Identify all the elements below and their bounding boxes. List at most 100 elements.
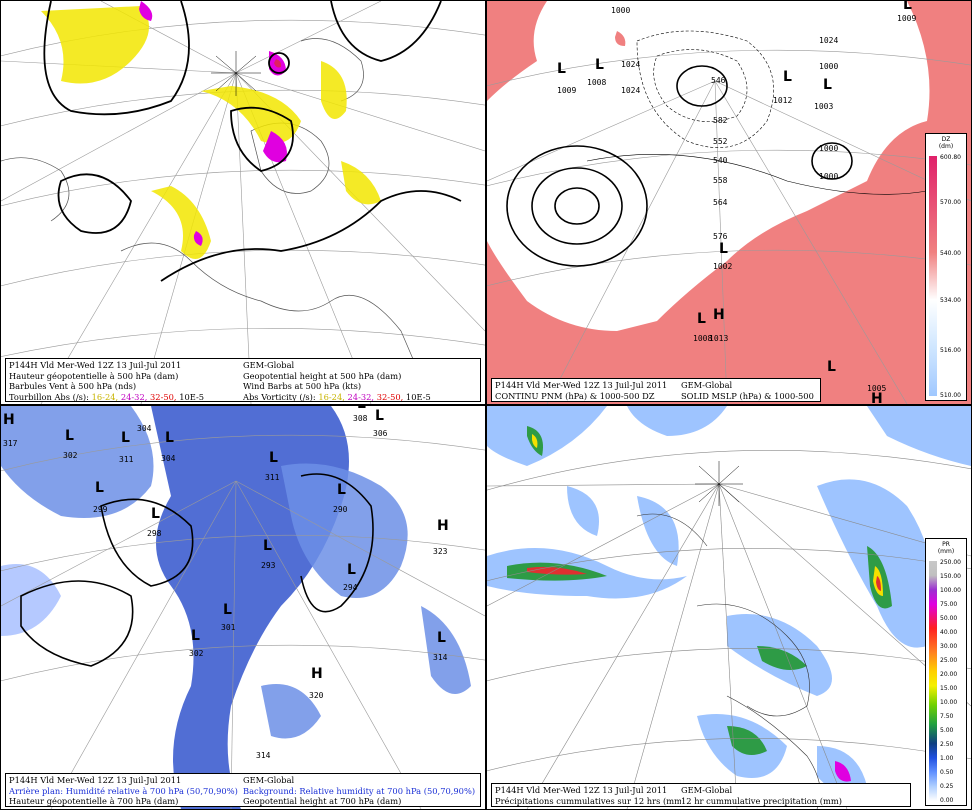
vorticity-range-red-en: 32-50, [376,391,404,402]
svg-text:558: 558 [713,176,728,185]
legend-unit: (mm) [937,548,955,555]
svg-text:323: 323 [433,547,448,556]
svg-text:L: L [595,57,604,73]
svg-text:L: L [375,408,384,424]
caption-700hpa: P144H Vld Mer-Wed 12Z 13 Juil-Jul 2011 G… [5,773,481,807]
svg-text:314: 314 [433,653,448,662]
map-mslp: 1000 1009 1008 1024 1024 546 1012 1003 1… [487,1,971,404]
svg-text:L: L [151,506,160,522]
pole-marker [695,461,743,506]
svg-text:1009: 1009 [897,14,916,23]
svg-text:304: 304 [161,454,176,463]
legend-tick: 510.00 [940,392,961,399]
svg-text:302: 302 [189,649,204,658]
svg-text:1000: 1000 [819,62,838,71]
svg-text:302: 302 [63,451,78,460]
svg-text:540: 540 [713,156,728,165]
caption-line3-fr: Hauteur géopotentielle à 700 hPa (dam) [9,796,179,806]
caption-line3-fr: Barbules Vent à 500 hPa (nds) [9,381,137,391]
legend-tick: 600.80 [940,154,961,161]
precip-shading [487,406,971,792]
caption-line1-en: GEM-Global [243,775,295,785]
legend-tick: 516.00 [940,347,961,354]
caption-line2-en: Background: Relative humidity at 700 hPa… [243,785,476,796]
svg-text:L: L [347,562,356,578]
legend-colorbar [929,561,937,801]
panel-700hpa-humidity: 317 302 311 304 304 308 306 299 298 311 … [0,405,486,810]
height-contours [20,473,374,667]
svg-text:1000: 1000 [819,172,838,181]
thickness-contours [586,30,928,195]
thickness-legend: DZ (dm) 600.80 570.00 540.00 534.00 516.… [925,133,967,401]
caption-line4-en: Abs Vorticity (/s): 16-24, 24-32, 32-50,… [243,392,477,403]
mslp-value-labels: 1000 1009 1008 1024 1024 546 1012 1003 1… [557,6,916,393]
legend-tick: 570.00 [940,199,961,206]
vorticity-label-en: Abs Vorticity (/s): [243,391,316,402]
svg-text:L: L [437,630,446,646]
svg-text:H: H [311,666,323,682]
legend-tick: 0.00 [940,797,954,804]
caption-line1-en: GEM-Global [243,360,295,370]
lat-lon-grid [1,434,485,809]
legend-tick: 50.00 [940,615,958,622]
svg-text:1008: 1008 [693,334,712,343]
svg-text:306: 306 [373,429,388,438]
caption-line2-en: SOLID MSLP (hPa) & 1000-500 DZ [681,390,817,401]
svg-text:290: 290 [333,505,348,514]
height-value-labels: 317 302 311 304 304 308 306 299 298 311 … [3,414,448,760]
svg-text:301: 301 [221,623,236,632]
svg-text:L: L [823,77,832,93]
svg-text:1009: 1009 [557,86,576,95]
svg-text:1000: 1000 [819,144,838,153]
svg-text:1008: 1008 [587,78,606,87]
legend-title: DZ [941,136,951,143]
svg-text:L: L [557,61,566,77]
caption-mslp: P144H Vld Mer-Wed 12Z 13 Juil-Jul 2011 G… [491,378,821,402]
thickness-shading [487,1,971,404]
pressure-centers: H L L L L L L L L H L L L L L H L [3,406,449,682]
svg-text:294: 294 [343,583,358,592]
svg-text:546: 546 [711,76,726,85]
svg-text:311: 311 [265,473,280,482]
vorticity-shading [41,1,381,259]
legend-tick: 25.00 [940,657,958,664]
legend-tick: 20.00 [940,671,958,678]
svg-text:576: 576 [713,232,728,241]
vorticity-units-fr: 10E-5 [179,391,205,402]
svg-text:320: 320 [309,691,324,700]
svg-text:317: 317 [3,439,18,448]
caption-line4-fr: Tourbillon Abs (/s): 16-24, 24-32, 32-50… [9,392,243,403]
caption-line3-en: Geopotential height at 700 hPa (dam) [243,796,402,806]
legend-tick: 5.00 [940,727,954,734]
svg-text:314: 314 [256,751,271,760]
legend-tick: 534.00 [940,297,961,304]
caption-precipitation: P144H Vld Mer-Wed 12Z 13 Juil-Jul 2011 G… [491,783,911,807]
svg-text:1024: 1024 [621,60,640,69]
vorticity-range-red-fr: 32-50, [150,391,177,402]
caption-500hpa: P144H Vld Mer-Wed 12Z 13 Juil-Jul 2011 G… [5,358,481,402]
svg-text:L: L [903,1,912,13]
svg-text:1002: 1002 [713,262,732,271]
legend-tick: 250.00 [940,559,961,566]
vorticity-range-magenta-fr: 24-32, [120,391,148,402]
svg-text:298: 298 [147,529,162,538]
svg-text:1024: 1024 [621,86,640,95]
map-500hpa [1,1,485,404]
legend-tick: 75.00 [940,601,958,608]
vorticity-range-magenta-en: 24-32, [347,391,375,402]
svg-text:L: L [783,69,792,85]
legend-colorbar [929,156,937,396]
vorticity-label-fr: Tourbillon Abs (/s): [9,391,89,402]
legend-title: PR [942,541,950,548]
svg-text:311: 311 [119,455,134,464]
svg-text:L: L [263,538,272,554]
svg-text:L: L [357,406,366,412]
svg-text:L: L [337,482,346,498]
svg-text:308: 308 [353,414,368,423]
svg-text:L: L [191,628,200,644]
svg-text:L: L [95,480,104,496]
pole-marker [211,51,261,96]
map-precipitation [487,406,971,809]
legend-tick: 2.50 [940,741,954,748]
legend-tick: 7.50 [940,713,954,720]
